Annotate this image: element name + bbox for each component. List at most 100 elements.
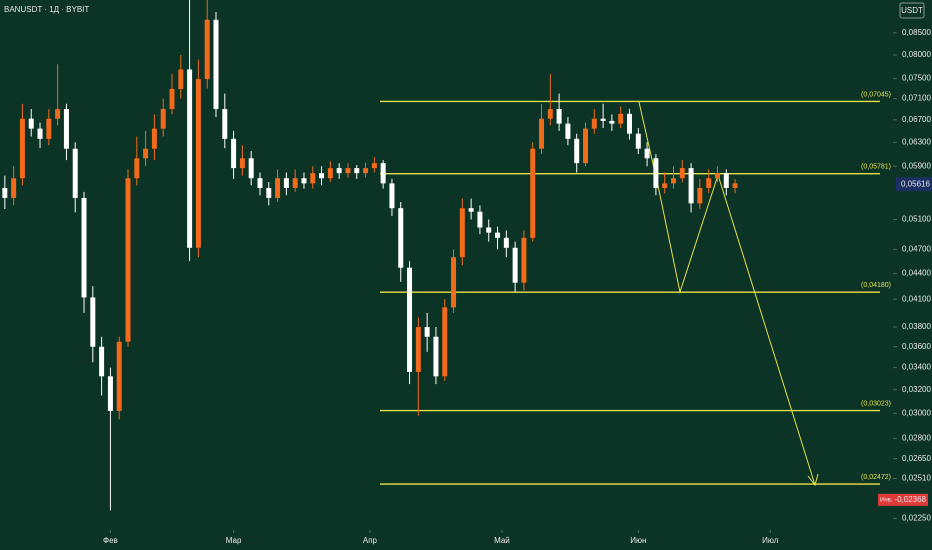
candle-body	[2, 187, 8, 198]
candle-body	[732, 183, 738, 188]
candle-body	[433, 336, 439, 377]
candle-body	[670, 178, 676, 184]
y-tick-label: 0,03400	[902, 363, 931, 372]
candle-body	[310, 173, 316, 184]
candle-body	[539, 118, 545, 149]
candle-body	[618, 113, 624, 124]
candle-body	[389, 183, 395, 209]
y-tick-label: 0,06300	[902, 137, 931, 146]
candle-body	[345, 168, 351, 174]
level-label: (0,05781)	[861, 164, 891, 171]
level-label: (0,03023)	[861, 400, 891, 407]
x-tick-label: Июл	[762, 536, 779, 545]
level-label: (0,04180)	[861, 282, 891, 289]
chart-title: BANUSDT · 1Д · BYBIT	[4, 5, 89, 14]
candle-body	[63, 109, 69, 149]
candle-body	[283, 178, 289, 188]
candle-body	[187, 69, 193, 248]
y-tick-label: 0,04100	[902, 294, 931, 303]
candle-body	[81, 197, 87, 298]
candle-body	[125, 178, 131, 342]
candle-body	[415, 326, 421, 372]
y-tick-label: 0,04700	[902, 244, 931, 253]
candle-body	[11, 178, 17, 198]
candle-body	[468, 208, 474, 212]
y-tick-label: 0,03200	[902, 385, 931, 394]
candle-body	[442, 307, 448, 377]
candle-body	[723, 173, 729, 188]
candle-body	[451, 257, 457, 308]
y-tick-label: 0,07500	[902, 74, 931, 83]
candle-body	[371, 163, 377, 169]
candle-body	[169, 88, 175, 110]
y-tick-label: 0,06700	[902, 115, 931, 124]
candle-body	[503, 237, 509, 248]
level-label: (0,02472)	[861, 474, 891, 481]
candle-body	[574, 138, 580, 164]
y-tick-label: 0,05100	[902, 215, 931, 224]
y-tick-label: 0,03000	[902, 408, 931, 417]
candle-body	[222, 109, 228, 139]
inv-name: Инв.	[880, 497, 893, 503]
candle-body	[706, 178, 712, 188]
y-tick-label: 0,02650	[902, 454, 931, 463]
candle-body	[714, 173, 720, 179]
candle-body	[609, 120, 615, 124]
candle-body	[662, 183, 668, 188]
candle-body	[407, 267, 413, 372]
candle-body	[679, 168, 685, 179]
candle-body	[213, 19, 219, 110]
x-tick-label: Фев	[103, 536, 118, 545]
candle-body	[319, 173, 325, 179]
candle-body	[55, 109, 61, 119]
candle-body	[424, 326, 430, 337]
candle-body	[556, 109, 562, 124]
candle-body	[363, 168, 369, 174]
candle-body	[327, 168, 333, 179]
candle-body	[688, 168, 694, 204]
candle-body	[178, 69, 184, 89]
last-price-label: 0,05616	[901, 179, 930, 188]
x-tick-label: Мар	[226, 536, 242, 545]
inv-tag	[878, 493, 928, 506]
candle-body	[195, 79, 201, 248]
projection-arrow	[807, 473, 819, 487]
candle-body	[697, 187, 703, 204]
candle-body	[547, 109, 553, 119]
x-tick-label: Май	[494, 536, 510, 545]
candle-body	[292, 178, 298, 188]
candle-body	[37, 128, 43, 139]
candle-body	[301, 178, 307, 184]
candle-body	[99, 346, 105, 377]
y-tick-label: 0,05900	[902, 161, 931, 170]
last-price-tag	[896, 177, 932, 192]
candle-body	[635, 133, 641, 149]
x-tick-label: Апр	[363, 536, 378, 545]
x-tick-label: Июн	[630, 536, 646, 545]
candle-body	[107, 376, 113, 411]
candle-body	[46, 118, 52, 139]
candle-body	[143, 148, 149, 159]
candle-body	[521, 237, 527, 283]
candle-body	[644, 148, 650, 159]
currency[interactable]: USDT	[901, 6, 923, 15]
candle-body	[151, 128, 157, 149]
candle-body	[583, 128, 589, 164]
y-tick-label: 0,02510	[902, 474, 931, 483]
candle-body	[239, 158, 245, 169]
candle-body	[477, 211, 483, 228]
y-tick-label: 0,08000	[902, 50, 931, 59]
candle-body	[257, 178, 263, 188]
currency-box[interactable]	[899, 2, 925, 19]
candle-body	[204, 19, 210, 80]
y-tick-label: 0,08500	[902, 28, 931, 37]
candle-body	[626, 113, 632, 134]
candle-body	[512, 247, 518, 283]
candle-body	[600, 118, 606, 121]
y-tick-label: 0,03800	[902, 322, 931, 331]
y-tick-label: 0,07100	[902, 94, 931, 103]
y-tick-label: 0,04400	[902, 269, 931, 278]
candle-body	[530, 148, 536, 238]
